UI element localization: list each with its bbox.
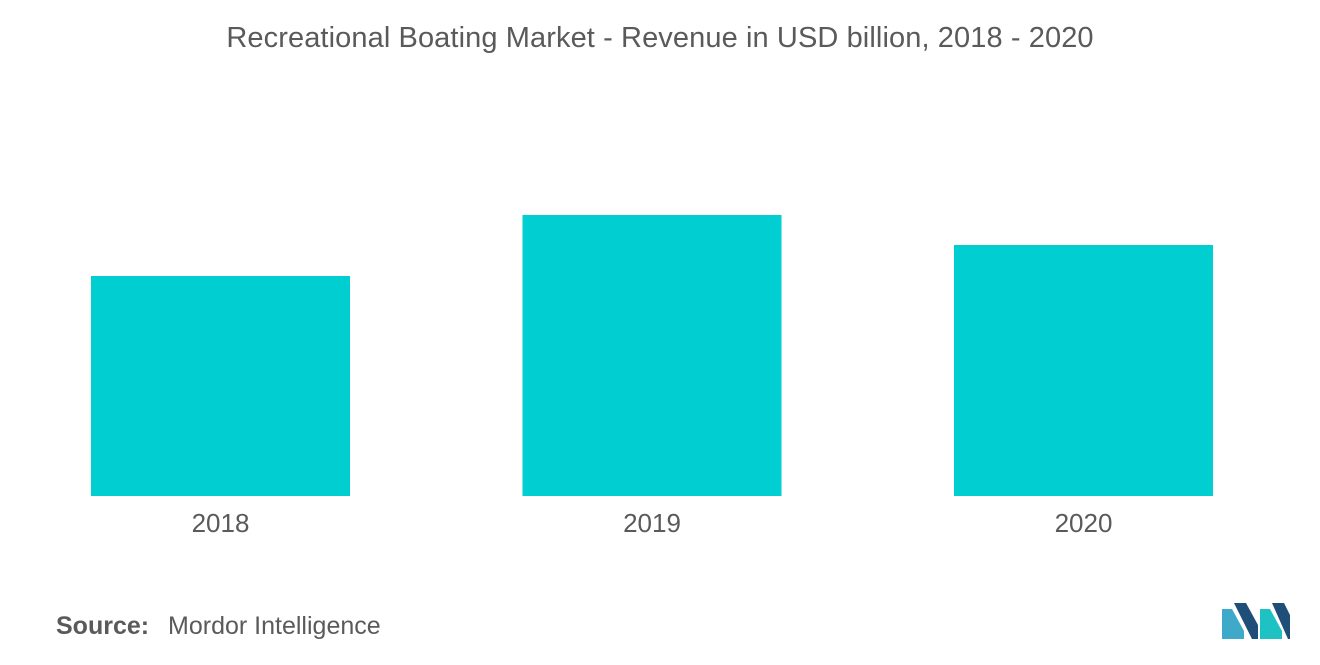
- source-value: Mordor Intelligence: [168, 612, 381, 640]
- source-label: Source:: [56, 612, 150, 640]
- mordor-intelligence-logo-icon: [1222, 603, 1290, 639]
- chart-title: Recreational Boating Market - Revenue in…: [226, 22, 1094, 54]
- bars-group: [91, 215, 1213, 496]
- source-note: Source: Mordor Intelligence: [56, 612, 381, 641]
- x-tick-labels-group: 2018 2019 2020: [192, 508, 1113, 538]
- x-tick-label-2018: 2018: [192, 508, 250, 538]
- bar-2018: [91, 276, 350, 496]
- bar-2019: [522, 215, 782, 496]
- x-tick-label-2019: 2019: [623, 508, 681, 538]
- x-tick-label-2020: 2020: [1055, 508, 1113, 538]
- bar-2020: [954, 245, 1213, 496]
